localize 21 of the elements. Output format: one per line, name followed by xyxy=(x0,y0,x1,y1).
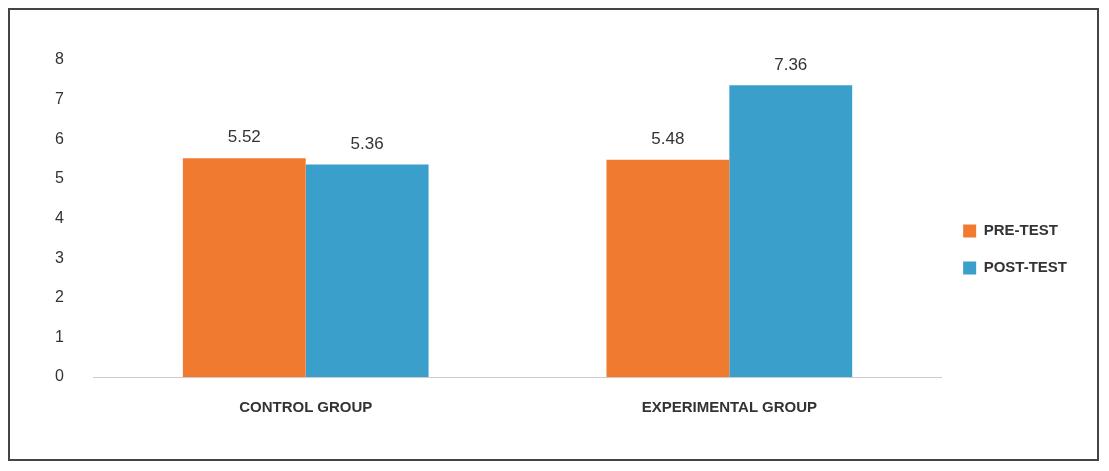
data-label: 5.36 xyxy=(350,133,384,153)
y-tick-label: 5 xyxy=(54,169,64,187)
data-label: 5.52 xyxy=(227,127,261,147)
bar xyxy=(182,158,306,377)
y-tick-label: 0 xyxy=(54,367,64,385)
bar xyxy=(305,164,429,377)
data-label: 7.36 xyxy=(774,54,808,74)
y-tick-label: 4 xyxy=(54,208,64,226)
x-tick-label: EXPERIMENTAL GROUP xyxy=(641,398,817,416)
legend-label: PRE-TEST xyxy=(983,221,1058,239)
data-label: 5.48 xyxy=(651,129,685,149)
y-tick-label: 1 xyxy=(54,327,64,345)
y-tick-label: 3 xyxy=(54,248,64,266)
x-tick-label: CONTROL GROUP xyxy=(239,398,373,416)
y-tick-label: 2 xyxy=(54,288,64,306)
legend-label: POST-TEST xyxy=(983,258,1067,276)
bar xyxy=(729,85,853,377)
y-tick-label: 8 xyxy=(54,50,64,68)
y-tick-label: 6 xyxy=(54,129,64,147)
bar xyxy=(606,159,730,377)
y-tick-label: 7 xyxy=(54,90,64,108)
